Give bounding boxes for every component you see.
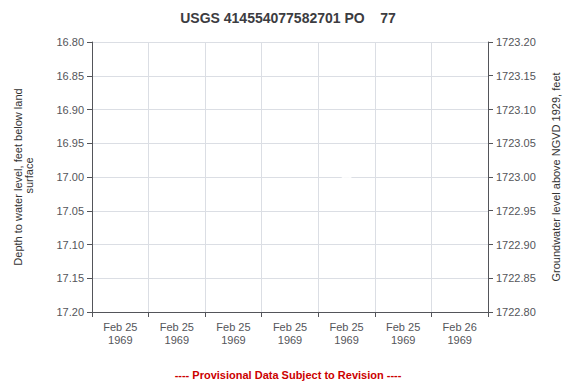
svg-text:17.10: 17.10 xyxy=(56,239,84,251)
svg-text:1969: 1969 xyxy=(391,334,415,346)
svg-text:Feb 26: Feb 26 xyxy=(443,321,477,333)
svg-text:Feb 25: Feb 25 xyxy=(216,321,250,333)
svg-text:1723.00: 1723.00 xyxy=(496,171,536,183)
svg-text:16.90: 16.90 xyxy=(56,104,84,116)
svg-text:Feb 25: Feb 25 xyxy=(329,321,363,333)
svg-text:17.15: 17.15 xyxy=(56,272,84,284)
svg-text:Depth to water level, feet bel: Depth to water level, feet below land xyxy=(11,88,24,266)
svg-text:---- Provisional Data Subject: ---- Provisional Data Subject to Revisio… xyxy=(175,369,402,381)
svg-text:1969: 1969 xyxy=(108,334,132,346)
svg-text:USGS 414554077582701 PO 77: USGS 414554077582701 PO 77 xyxy=(180,10,396,26)
svg-text:1969: 1969 xyxy=(278,334,302,346)
svg-text:Feb 25: Feb 25 xyxy=(386,321,420,333)
svg-text:Feb 25: Feb 25 xyxy=(160,321,194,333)
svg-text:1723.05: 1723.05 xyxy=(496,137,536,149)
svg-text:1969: 1969 xyxy=(447,334,471,346)
svg-text:16.85: 16.85 xyxy=(56,70,84,82)
svg-text:Feb 25: Feb 25 xyxy=(103,321,137,333)
svg-text:surface: surface xyxy=(23,157,35,196)
svg-text:1722.95: 1722.95 xyxy=(496,205,536,217)
svg-text:17.00: 17.00 xyxy=(56,171,84,183)
svg-text:Groundwater level above NGVD 1: Groundwater level above NGVD 1929, feet xyxy=(550,72,562,281)
svg-text:1969: 1969 xyxy=(165,334,189,346)
svg-text:1722.90: 1722.90 xyxy=(496,239,536,251)
svg-text:1722.80: 1722.80 xyxy=(496,306,536,318)
svg-text:Feb 25: Feb 25 xyxy=(273,321,307,333)
svg-text:1969: 1969 xyxy=(221,334,245,346)
svg-text:1969: 1969 xyxy=(334,334,358,346)
svg-text:1723.15: 1723.15 xyxy=(496,70,536,82)
svg-text:16.80: 16.80 xyxy=(56,36,84,48)
svg-text:17.05: 17.05 xyxy=(56,205,84,217)
svg-text:1723.20: 1723.20 xyxy=(496,36,536,48)
svg-text:16.95: 16.95 xyxy=(56,137,84,149)
svg-text:17.20: 17.20 xyxy=(56,306,84,318)
svg-text:1723.10: 1723.10 xyxy=(496,104,536,116)
svg-text:1722.85: 1722.85 xyxy=(496,272,536,284)
